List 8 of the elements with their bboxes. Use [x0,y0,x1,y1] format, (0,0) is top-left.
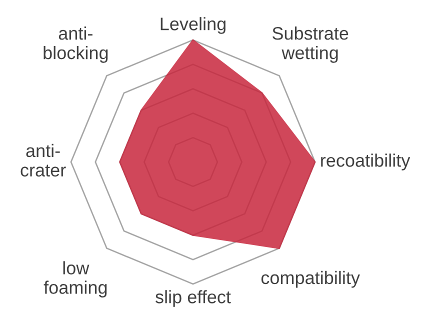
spoke-label: anti- crater [20,144,66,177]
spoke-label: recoatibility [321,154,410,170]
spoke-label: anti- blocking [44,26,108,63]
spoke-label: slip effect [156,290,231,307]
spoke-label: compatibility [261,270,360,288]
spoke-label: low foaming [44,261,107,298]
spoke-label: Leveling [160,17,226,34]
spoke-label: Substrate wetting [272,26,348,63]
